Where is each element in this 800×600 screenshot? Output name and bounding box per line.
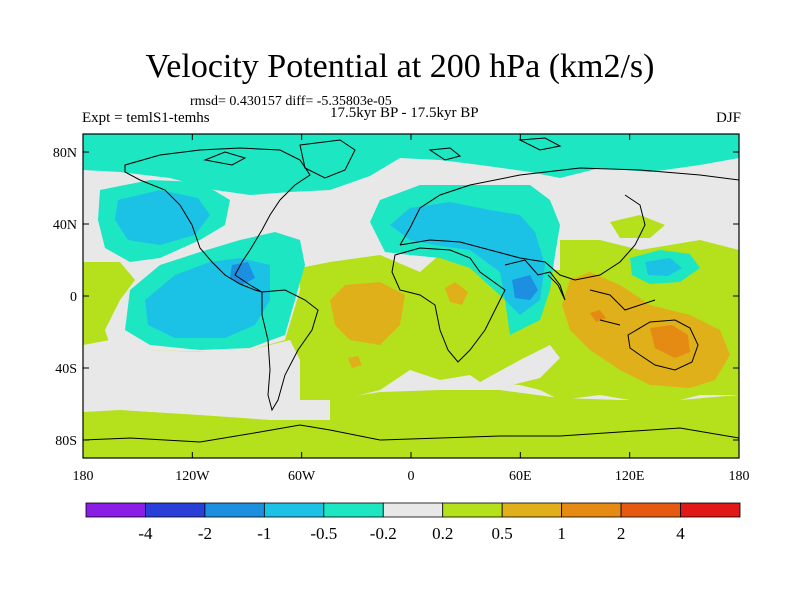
colorbar-label: 2 (617, 524, 626, 543)
fill-sumatra-darker-orange (590, 310, 606, 322)
season-label: DJF (715, 110, 741, 126)
coastline-south-america (261, 289, 319, 412)
axis-ticks: 180 120W 60W 0 60E 120E 180 80N 40N 0 40S 80S (53, 134, 750, 484)
coastline-africa (391, 247, 506, 363)
fill-south-pacific-neutral (83, 340, 330, 420)
coastline-arabia-india (504, 259, 566, 301)
coastline-north-america (124, 147, 311, 293)
coastline-eurasia (399, 167, 739, 281)
fill-east-pacific-green (720, 260, 739, 280)
colorbar-label: 4 (676, 524, 685, 543)
colorbar-swatch (442, 502, 503, 518)
colorbar-swatch (204, 502, 265, 518)
y-tick-label: 80S (55, 434, 77, 449)
fill-atlantic-africa-orange (330, 282, 405, 345)
fill-indo-pacific-orange (562, 272, 730, 388)
stats-line: rmsd= 0.430157 diff= -5.35803e-05 (190, 94, 392, 109)
fill-nw-pacific-blue (645, 258, 682, 276)
coastline-arctic-islands (203, 137, 562, 166)
coastline-antarctica (83, 424, 739, 443)
fill-north-teal-band (83, 134, 739, 195)
colorbar-swatch (323, 502, 384, 518)
x-tick-label: 120E (615, 469, 645, 484)
fill-atlantic-orange-dot (348, 356, 362, 368)
colorbar-label: -0.5 (310, 524, 337, 543)
x-tick-label: 60E (509, 469, 532, 484)
fill-central-america-blue (230, 262, 255, 285)
experiment-label: Expt = temlS1-temhs (82, 110, 210, 126)
period-label: 17.5kyr BP - 17.5kyr BP (330, 105, 479, 121)
colorbar-swatch (680, 502, 741, 518)
coastlines (83, 137, 739, 443)
fill-antarctic-green (330, 390, 739, 458)
colorbar-label: -1 (257, 524, 271, 543)
colorbar-swatch (620, 502, 681, 518)
colorbar-label: -2 (198, 524, 212, 543)
contour-fills (83, 134, 739, 458)
y-tick-label: 80N (53, 146, 77, 161)
x-tick-label: 60W (288, 469, 316, 484)
colorbar: -4 -2 -1 -0.5 -0.2 0.2 0.5 1 2 4 (85, 502, 741, 543)
colorbar-label: 0.2 (432, 524, 453, 543)
fill-southern-ocean-neutral (480, 345, 560, 388)
x-tick-label: 180 (729, 469, 750, 484)
colorbar-label: 1 (557, 524, 566, 543)
colorbar-swatch (561, 502, 622, 518)
coastline-se-asia (589, 289, 656, 326)
colorbar-swatch (382, 502, 444, 518)
map-title: Velocity Potential at 200 hPa (km2/s) (145, 48, 655, 85)
y-tick-label: 40N (53, 218, 77, 233)
colorbar-swatch (501, 502, 563, 518)
fill-east-africa-blue (512, 275, 538, 300)
fill-australia-darker-orange (650, 325, 690, 358)
x-tick-label: 120W (175, 469, 210, 484)
fill-japan-green (610, 215, 665, 238)
y-tick-label: 0 (70, 290, 77, 305)
colorbar-label: -0.2 (370, 524, 397, 543)
fill-north-pacific-blue (115, 190, 210, 245)
x-tick-label: 180 (73, 469, 94, 484)
coastline-australia (627, 319, 699, 371)
colorbar-swatch (145, 502, 206, 518)
colorbar-swatch (263, 502, 325, 518)
colorbar-swatch (85, 502, 146, 518)
y-tick-label: 40S (55, 362, 77, 377)
colorbar-label: 0.5 (492, 524, 513, 543)
coastline-greenland (299, 139, 356, 179)
colorbar-label: -4 (138, 524, 153, 543)
x-tick-label: 0 (408, 469, 415, 484)
fill-africa-orange-small (445, 282, 468, 305)
fill-eurasia-blue (390, 202, 545, 315)
